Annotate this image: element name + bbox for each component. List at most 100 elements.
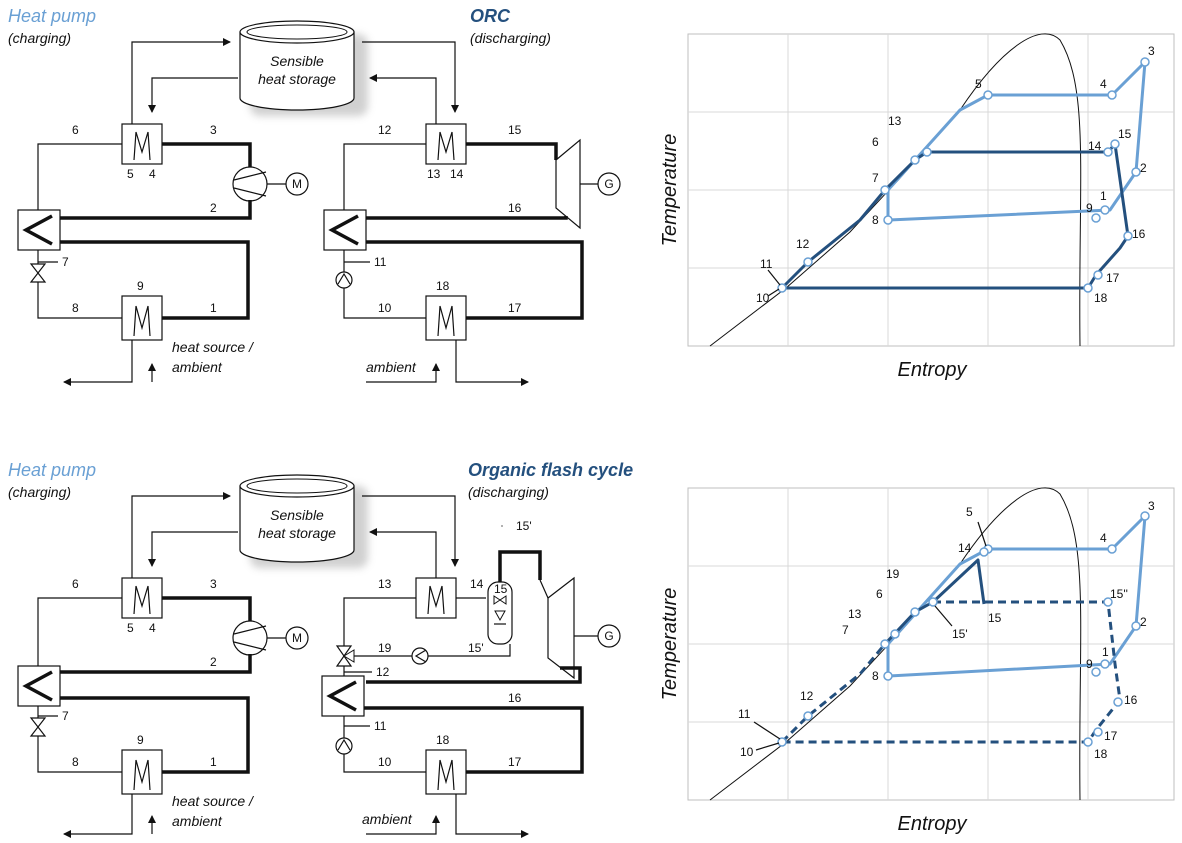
ambient-label: ambient bbox=[366, 359, 417, 375]
state-13-b: 13 bbox=[378, 577, 392, 591]
ts-bottom-label-7: 7 bbox=[842, 623, 849, 637]
state-1: 1 bbox=[210, 301, 217, 315]
ts-top-label-3: 3 bbox=[1148, 44, 1155, 58]
heat-source-label-1-b: heat source / bbox=[172, 793, 255, 809]
state-2: 2 bbox=[210, 201, 217, 215]
state-7-b: 7 bbox=[62, 709, 69, 723]
ts-top-label-2: 2 bbox=[1140, 161, 1147, 175]
state-3: 3 bbox=[210, 123, 217, 137]
ofc-turbine: G bbox=[547, 576, 621, 680]
heat-source-label-1: heat source / bbox=[172, 339, 255, 355]
ts-bottom-label-8: 8 bbox=[872, 669, 879, 683]
ts-bottom-label-15p: 15' bbox=[952, 627, 968, 641]
charging-label: (charging) bbox=[8, 30, 71, 46]
heat-source-label-2-b: ambient bbox=[172, 813, 223, 829]
discharging-label-b: (discharging) bbox=[468, 484, 549, 500]
ts-top-label-17: 17 bbox=[1106, 271, 1120, 285]
state-14-b: 14 bbox=[470, 577, 484, 591]
state-14: 14 bbox=[450, 167, 464, 181]
state-16: 16 bbox=[508, 201, 522, 215]
ts-top-label-6: 6 bbox=[872, 135, 879, 149]
ts-bottom-label-12: 12 bbox=[800, 689, 814, 703]
ts-top-label-18: 18 bbox=[1094, 291, 1108, 305]
heat-pump-title-b: Heat pump bbox=[8, 460, 96, 480]
discharging-label: (discharging) bbox=[470, 30, 551, 46]
bottom-schematic: Heat pump (charging) Organic flash cycle… bbox=[8, 460, 633, 838]
state-2-b: 2 bbox=[210, 655, 217, 669]
charging-label-b: (charging) bbox=[8, 484, 71, 500]
state-18-b: 18 bbox=[436, 733, 450, 747]
ts-bottom-label-18: 18 bbox=[1094, 747, 1108, 761]
storage-tank-b: Sensible heat storage bbox=[239, 474, 368, 568]
ofc-pump-2 bbox=[411, 647, 429, 665]
ofc-pump bbox=[335, 737, 353, 755]
state-6-b: 6 bbox=[72, 577, 79, 591]
ts-top-label-4: 4 bbox=[1100, 77, 1107, 91]
ts-top-points bbox=[777, 57, 1150, 293]
ofc-3way-valve bbox=[335, 645, 355, 667]
storage-tank: Sensible heat storage bbox=[239, 20, 368, 116]
ts-bottom-label-15: 15 bbox=[988, 611, 1002, 625]
hp-evaporator-b bbox=[121, 749, 163, 795]
orc-title: ORC bbox=[470, 6, 511, 26]
state-15p-bottom: 15' bbox=[468, 641, 484, 655]
ofc-recuperator bbox=[321, 675, 365, 717]
ts-bottom-label-2: 2 bbox=[1140, 615, 1147, 629]
state-16-b: 16 bbox=[508, 691, 522, 705]
state-10: 10 bbox=[378, 301, 392, 315]
hp-condenser-b bbox=[121, 577, 163, 619]
ts-top-label-8: 8 bbox=[872, 213, 879, 227]
ts-top-label-5: 5 bbox=[975, 77, 982, 91]
ts-top-xlabel: Entropy bbox=[898, 359, 968, 381]
state-11: 11 bbox=[374, 255, 387, 269]
state-15: 15 bbox=[508, 123, 522, 137]
state-9: 9 bbox=[137, 279, 144, 293]
ts-bottom-label-14: 14 bbox=[958, 541, 972, 555]
ts-top-label-12: 12 bbox=[796, 237, 810, 251]
ts-bottom-label-6: 6 bbox=[876, 587, 883, 601]
compressor: M bbox=[232, 166, 309, 202]
state-7: 7 bbox=[62, 255, 69, 269]
state-5-b: 5 bbox=[127, 621, 134, 635]
state-3-b: 3 bbox=[210, 577, 217, 591]
ofc-condenser bbox=[425, 749, 467, 795]
ts-top-ylabel: Temperature bbox=[659, 134, 681, 247]
hp-recuperator bbox=[17, 209, 61, 251]
hp-evaporator bbox=[121, 295, 163, 341]
storage-label-1-b: Sensible bbox=[270, 507, 324, 523]
ts-top-label-11: 11 bbox=[760, 257, 773, 271]
hp-expansion-valve bbox=[29, 263, 47, 283]
hp-expansion-valve-b bbox=[29, 717, 47, 737]
flash-separator bbox=[487, 581, 513, 645]
ts-bottom-label-9: 9 bbox=[1086, 657, 1093, 671]
ts-bottom-label-5: 5 bbox=[966, 505, 973, 519]
ts-top-label-7: 7 bbox=[872, 171, 879, 185]
orc-condenser bbox=[425, 295, 467, 341]
ts-bottom-ylabel: Temperature bbox=[659, 588, 681, 701]
storage-label-2: heat storage bbox=[258, 71, 336, 87]
ts-bottom-label-3: 3 bbox=[1148, 499, 1155, 513]
tick-15p: ˈ bbox=[500, 523, 504, 537]
ts-top-label-14: 14 bbox=[1088, 139, 1102, 153]
ambient-label-b: ambient bbox=[362, 811, 413, 827]
ts-diagram-bottom: 3 4 5 14 15 15' 15'' 19 6 13 7 8 2 1 9 1… bbox=[659, 487, 1175, 835]
state-18: 18 bbox=[436, 279, 450, 293]
ts-bottom-points bbox=[777, 511, 1150, 747]
compressor-b: M bbox=[232, 620, 309, 656]
state-19-b: 19 bbox=[378, 641, 392, 655]
storage-label-1: Sensible bbox=[270, 53, 324, 69]
state-17: 17 bbox=[508, 301, 522, 315]
ts-top-label-9: 9 bbox=[1086, 201, 1093, 215]
generator-label: G bbox=[604, 177, 613, 191]
orc-turbine: G bbox=[555, 138, 621, 230]
ts-bottom-label-10: 10 bbox=[740, 745, 754, 759]
state-12: 12 bbox=[378, 123, 392, 137]
state-15-b: 15 bbox=[494, 582, 508, 596]
generator-label-b: G bbox=[604, 629, 613, 643]
state-5: 5 bbox=[127, 167, 134, 181]
ts-bottom-label-15pp: 15'' bbox=[1110, 587, 1128, 601]
state-8: 8 bbox=[72, 301, 79, 315]
heat-pump-title: Heat pump bbox=[8, 6, 96, 26]
orc-evaporator bbox=[425, 123, 467, 165]
orc-pump bbox=[335, 271, 353, 289]
